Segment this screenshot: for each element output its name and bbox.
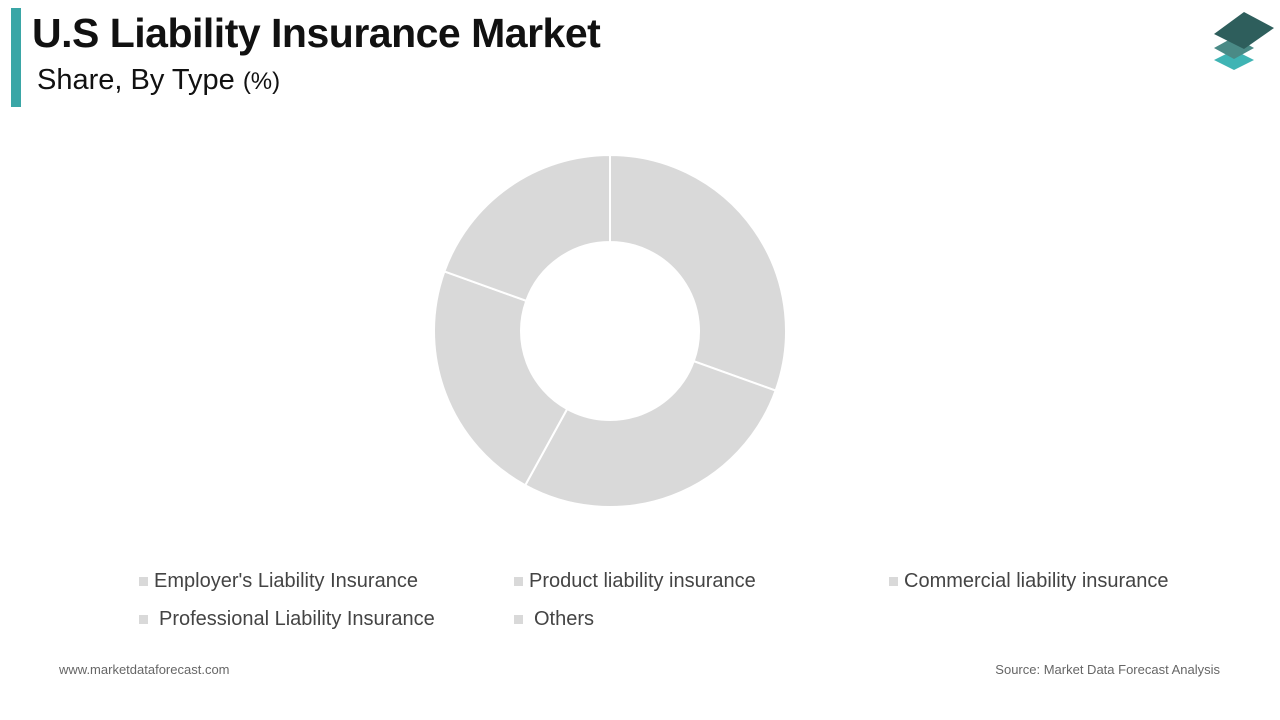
donut-segment-2 <box>523 359 777 508</box>
footer-source: Source: Market Data Forecast Analysis <box>995 662 1220 677</box>
chart-subtitle: Share, By Type (%) <box>37 64 280 97</box>
donut-segment-3 <box>433 270 569 487</box>
legend-item-commercial: Commercial liability insurance <box>889 570 1169 593</box>
legend-swatch <box>889 577 898 586</box>
legend-item-professional: Professional Liability Insurance <box>139 608 435 631</box>
legend-item-employers: Employer's Liability Insurance <box>139 570 418 593</box>
legend-label: Others <box>534 608 595 630</box>
legend-item-others: Others <box>514 608 594 631</box>
chart-title: U.S Liability Insurance Market <box>32 10 601 56</box>
legend-swatch <box>139 615 148 624</box>
legend-item-product: Product liability insurance <box>514 570 756 593</box>
legend-swatch <box>514 577 523 586</box>
stacked-layers-logo-icon <box>1214 12 1274 70</box>
legend-swatch <box>139 577 148 586</box>
footer-website: www.marketdataforecast.com <box>59 662 230 677</box>
legend-label: Professional Liability Insurance <box>159 608 435 630</box>
logo-layer-top <box>1214 12 1274 49</box>
legend-swatch <box>514 615 523 624</box>
logo-layer-bottom <box>1214 50 1254 70</box>
donut-segment-4 <box>443 153 611 303</box>
subtitle-unit: (%) <box>242 68 281 95</box>
legend-label: Product liability insurance <box>529 570 756 592</box>
legend-label: Employer's Liability Insurance <box>154 570 418 592</box>
subtitle-text: Share, By Type <box>37 64 235 96</box>
title-accent-bar <box>11 8 21 107</box>
legend-label: Commercial liability insurance <box>904 570 1169 592</box>
donut-segment-1 <box>609 153 787 392</box>
